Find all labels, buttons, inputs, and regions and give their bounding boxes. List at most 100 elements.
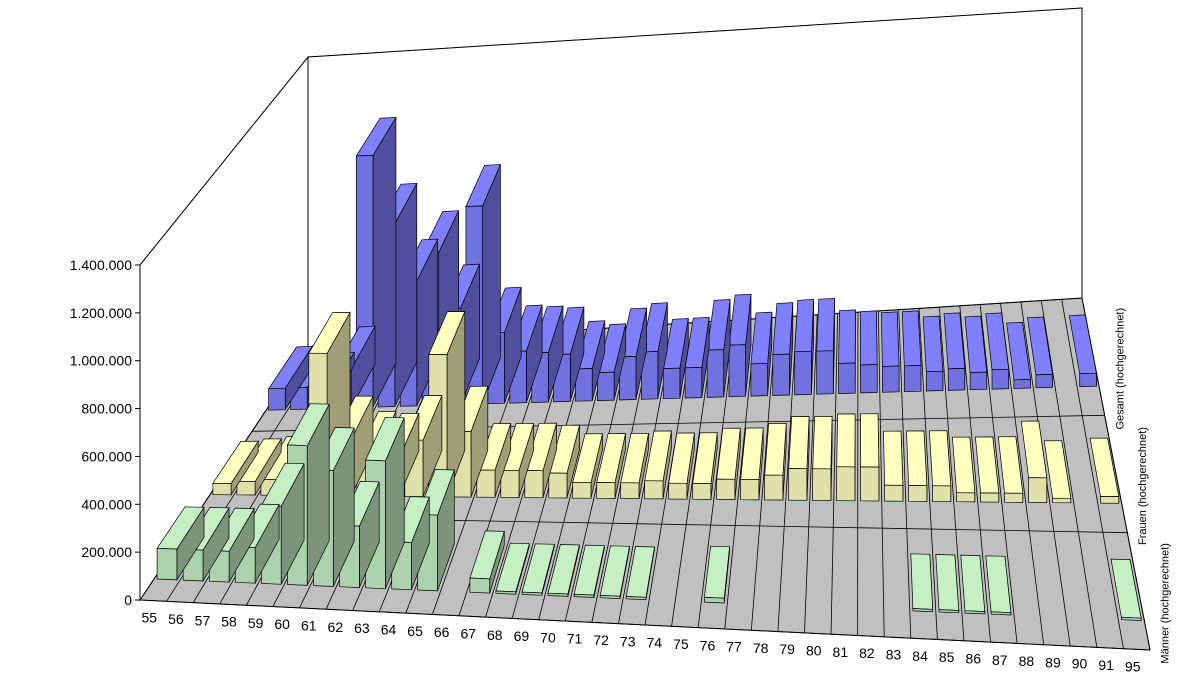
bar bbox=[236, 437, 282, 497]
bar-top-face bbox=[880, 311, 900, 367]
floor-grid-line bbox=[1061, 299, 1124, 649]
x-tick-label: 72 bbox=[593, 632, 609, 648]
bar-front-face bbox=[1035, 374, 1053, 389]
bar-front-face bbox=[662, 367, 681, 400]
x-tick-label: 83 bbox=[886, 647, 902, 663]
bar-top-face bbox=[794, 299, 814, 353]
bar-front-face bbox=[932, 485, 952, 503]
y-tick-label: 1.400.000 bbox=[70, 257, 132, 273]
bar-front-face bbox=[1121, 616, 1142, 621]
x-tick-label: 82 bbox=[859, 645, 875, 661]
bar bbox=[156, 506, 205, 582]
bar-front-face bbox=[236, 480, 256, 496]
bar bbox=[788, 416, 810, 501]
bar-front-face bbox=[938, 609, 960, 614]
bar-front-face bbox=[500, 469, 520, 498]
bar-top-face bbox=[901, 310, 922, 367]
x-tick-label: 77 bbox=[726, 639, 742, 655]
bar-front-face bbox=[1052, 497, 1072, 504]
bar bbox=[975, 436, 1000, 503]
bar bbox=[935, 554, 960, 614]
bar-top-face bbox=[816, 298, 835, 352]
bar-front-face bbox=[644, 480, 664, 500]
bar-front-face bbox=[524, 470, 544, 499]
floor-grid-line bbox=[1040, 300, 1098, 648]
floor-grid-line bbox=[898, 309, 912, 639]
bar-front-face bbox=[547, 592, 569, 597]
bar bbox=[476, 423, 512, 498]
x-tick-label: 69 bbox=[514, 628, 530, 644]
bar-front-face bbox=[469, 577, 491, 594]
bar-top-face bbox=[883, 430, 904, 486]
bar bbox=[1006, 321, 1032, 389]
bar-front-face bbox=[728, 344, 746, 398]
bar-front-face bbox=[980, 492, 1000, 503]
bar-front-face bbox=[990, 611, 1012, 616]
x-tick-label: 81 bbox=[833, 644, 849, 660]
bar-top-face bbox=[929, 430, 952, 487]
bar bbox=[952, 436, 976, 503]
bar-front-face bbox=[764, 474, 784, 501]
x-tick-label: 95 bbox=[1125, 658, 1141, 674]
bar-front-face bbox=[548, 472, 568, 499]
bar-front-face bbox=[668, 482, 688, 500]
floor-grid-line bbox=[830, 313, 838, 635]
x-tick-label: 75 bbox=[673, 636, 689, 652]
bar-front-face bbox=[599, 595, 621, 599]
bar bbox=[772, 302, 794, 396]
x-tick-label: 88 bbox=[1019, 653, 1035, 669]
bar-front-face bbox=[884, 484, 904, 502]
series-label: Männer (hochgerechnet) bbox=[1160, 543, 1172, 663]
x-tick-label: 62 bbox=[328, 619, 344, 635]
x-axis: 55 56 57 58 59 60 61 62 63 64 65 66 67 68 69 70 71 72 73 74… bbox=[142, 610, 1141, 675]
bar bbox=[662, 318, 689, 400]
bars bbox=[156, 116, 1142, 621]
floor-grid-line bbox=[804, 314, 818, 633]
bar-front-face bbox=[1004, 492, 1024, 503]
bar-front-face bbox=[812, 468, 832, 501]
bar-front-face bbox=[572, 481, 592, 499]
bar-front-face bbox=[882, 365, 900, 393]
bar bbox=[764, 422, 787, 501]
x-tick-label: 84 bbox=[912, 648, 928, 664]
series-label: Frauen (hochgerechnet) bbox=[1137, 427, 1149, 545]
bar-front-face bbox=[684, 367, 703, 399]
bar bbox=[1068, 314, 1097, 387]
bar bbox=[212, 440, 259, 497]
bar bbox=[500, 422, 535, 498]
bar-top-face bbox=[764, 422, 787, 476]
bar-front-face bbox=[597, 371, 615, 401]
bar bbox=[469, 530, 505, 594]
y-tick-label: 1.000.000 bbox=[70, 353, 132, 369]
series-label: Gesamt (hochgerechnet) bbox=[1114, 308, 1126, 430]
bar-front-face bbox=[772, 353, 790, 396]
x-tick-label: 85 bbox=[939, 649, 955, 665]
bar-front-face bbox=[521, 591, 543, 596]
floor-grid-line bbox=[139, 599, 1151, 651]
x-tick-label: 70 bbox=[540, 629, 556, 645]
y-tick-label: 0 bbox=[124, 592, 132, 608]
bar bbox=[1043, 440, 1072, 504]
bar-front-face bbox=[947, 368, 966, 391]
bar-front-face bbox=[740, 478, 760, 501]
bar bbox=[572, 433, 603, 499]
x-tick-label: 63 bbox=[354, 620, 370, 636]
floor-grid-line bbox=[777, 316, 798, 632]
bar-top-face bbox=[812, 415, 833, 470]
bar bbox=[812, 415, 833, 501]
x-tick-label: 74 bbox=[647, 635, 663, 651]
y-tick-label: 600.000 bbox=[81, 448, 132, 464]
bar-front-face bbox=[573, 593, 595, 598]
bar-front-face bbox=[964, 610, 986, 615]
bar-front-face bbox=[1079, 372, 1097, 387]
bar bbox=[704, 545, 730, 604]
bar bbox=[860, 310, 878, 394]
bar bbox=[596, 323, 627, 401]
bar-front-face bbox=[596, 482, 616, 499]
bar bbox=[547, 544, 580, 597]
bar-front-face bbox=[620, 482, 640, 500]
bar bbox=[836, 413, 856, 502]
bar bbox=[943, 312, 966, 391]
x-tick-label: 65 bbox=[407, 623, 423, 639]
